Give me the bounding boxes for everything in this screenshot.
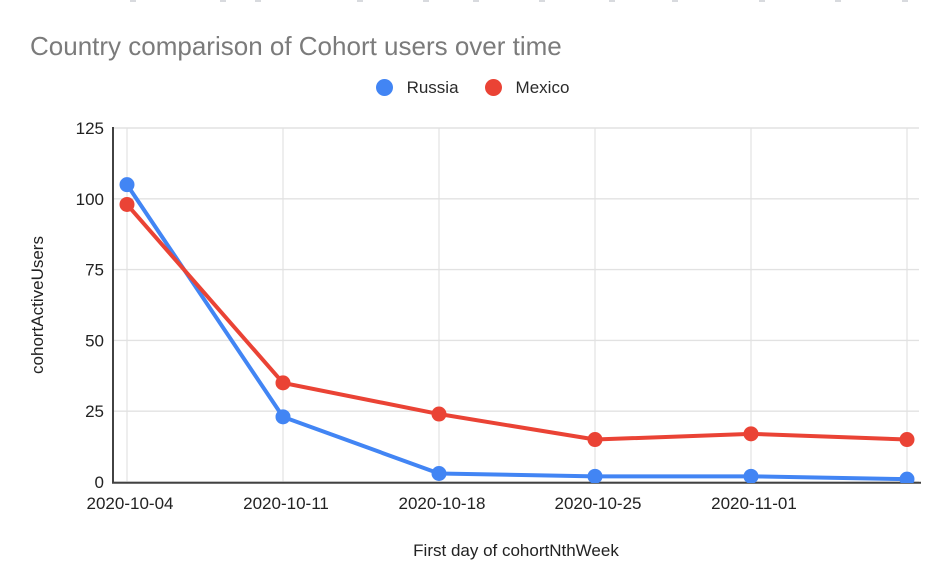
legend-swatch-russia-icon: [375, 79, 393, 96]
legend-label-mexico: Mexico: [515, 78, 570, 97]
series-mexico: [119, 196, 915, 448]
top-edge-artifact: [473, 0, 479, 2]
top-edge-artifact: [902, 0, 908, 2]
data-point-mexico-3[interactable]: [587, 432, 603, 448]
y-tick-label: 0: [95, 473, 104, 492]
data-point-russia-3[interactable]: [587, 468, 603, 484]
y-tick-label: 75: [85, 261, 104, 280]
legend-label-russia: Russia: [406, 78, 459, 97]
top-edge-artifact: [759, 0, 765, 2]
y-tick-label: 125: [76, 119, 104, 138]
top-edge-artifact: [672, 0, 678, 2]
x-axis-title: First day of cohortNthWeek: [413, 541, 619, 560]
top-edge-artifact: [835, 0, 841, 2]
x-tick-label: 2020-10-11: [243, 494, 329, 513]
data-point-mexico-2[interactable]: [431, 406, 447, 422]
legend-item-russia[interactable]: Russia: [375, 78, 459, 97]
data-point-mexico-1[interactable]: [275, 375, 291, 391]
data-point-mexico-5[interactable]: [899, 432, 915, 448]
chart-title: Country comparison of Cohort users over …: [30, 31, 562, 61]
data-point-russia-0[interactable]: [119, 177, 135, 193]
series-line-russia: [125, 182, 909, 482]
top-edge-artifact: [423, 0, 429, 2]
top-edge-artifact: [130, 0, 136, 2]
x-tick-label: 2020-11-01: [711, 494, 797, 513]
y-tick-label: 100: [76, 190, 104, 209]
legend-item-mexico[interactable]: Mexico: [484, 78, 570, 97]
data-point-mexico-0[interactable]: [119, 196, 135, 212]
x-tick-label: 2020-10-18: [399, 494, 486, 513]
data-point-russia-2[interactable]: [431, 466, 447, 482]
top-edge-artifact: [255, 0, 261, 2]
series-russia: [119, 177, 915, 487]
top-edge-artifact: [609, 0, 615, 2]
data-point-russia-1[interactable]: [275, 409, 291, 425]
x-tick-label: 2020-10-04: [87, 494, 174, 513]
y-tick-label: 50: [85, 331, 104, 350]
chart-legend: Russia Mexico: [0, 79, 945, 96]
top-edge-artifact: [357, 0, 363, 2]
y-tick-label: 25: [85, 402, 104, 421]
top-edge-artifact: [539, 0, 545, 2]
x-tick-label: 2020-10-25: [555, 494, 642, 513]
series-line-mexico: [125, 202, 909, 442]
legend-swatch-mexico-icon: [484, 79, 502, 96]
top-edge-artifact: [220, 0, 226, 2]
data-point-russia-4[interactable]: [743, 468, 759, 484]
data-point-russia-5[interactable]: [899, 471, 915, 487]
data-point-mexico-4[interactable]: [743, 426, 759, 442]
